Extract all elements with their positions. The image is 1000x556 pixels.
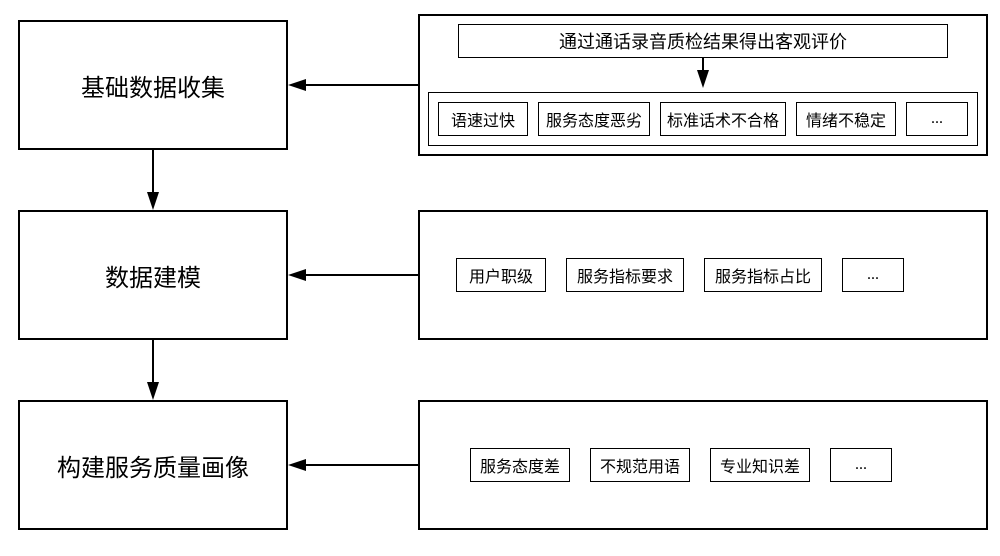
diagram-canvas: 基础数据收集数据建模构建服务质量画像通过通话录音质检结果得出客观评价语速过快服务… <box>0 0 1000 556</box>
arrow <box>0 0 1000 556</box>
